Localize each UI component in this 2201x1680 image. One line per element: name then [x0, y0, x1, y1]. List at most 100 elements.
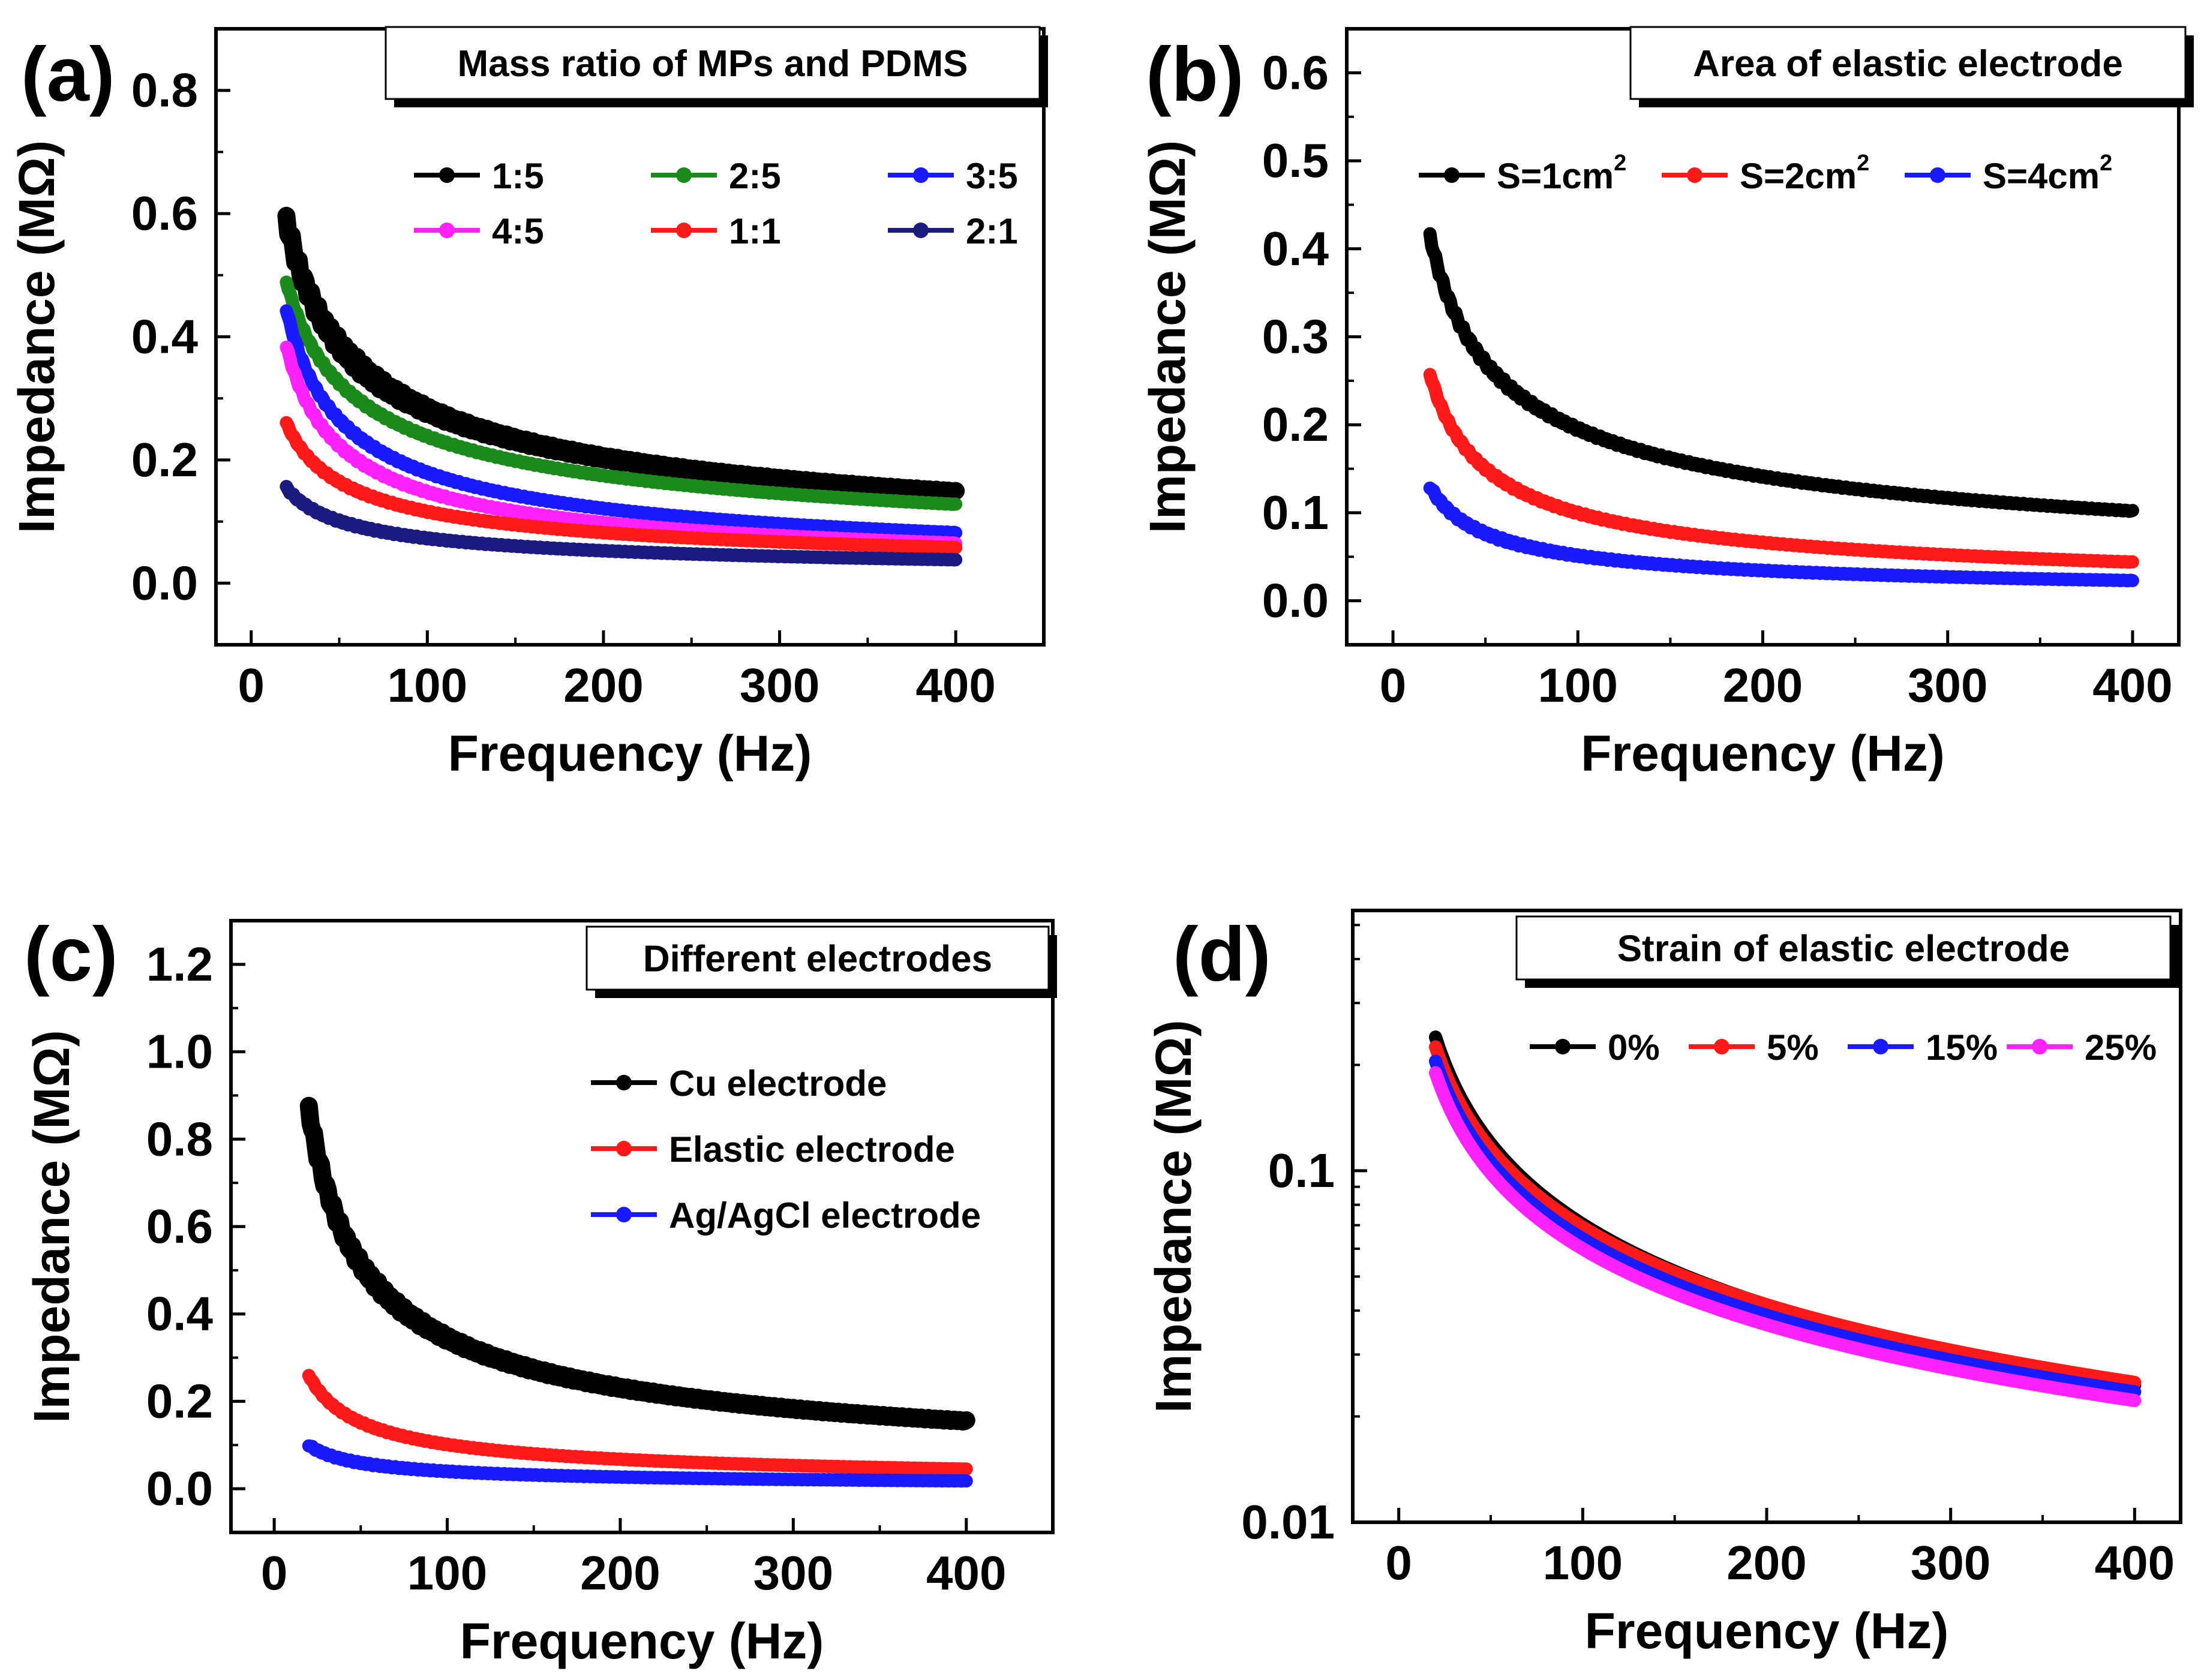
panel-a: (a) 0 100 200 300 400 0.0 0.2 0.4 0.6 0.8 Mass ra… — [8, 26, 1048, 782]
title-box: Area of elastic electrode — [1629, 26, 2194, 107]
series-line-Elastic-electrode — [302, 1369, 973, 1476]
y-axis-label: Impedance (MΩ) — [1145, 1020, 1202, 1412]
series-line-3-5 — [280, 304, 963, 540]
y-tick-label: 0.4 — [1262, 222, 1329, 275]
y-tick-label: 0.0 — [146, 1462, 213, 1515]
legend-label: 2:5 — [729, 156, 781, 196]
x-tick-label: 0 — [1380, 659, 1407, 712]
y-tick-label: 1.2 — [146, 937, 213, 991]
panel-label: (c) — [24, 912, 118, 997]
series-line-1-1 — [280, 416, 963, 554]
legend-label: 15% — [1926, 1027, 1998, 1068]
title-box: Different electrodes — [585, 925, 1057, 998]
chart-title: Mass ratio of MPs and PDMS — [458, 43, 968, 85]
y-tick-label: 0.8 — [146, 1112, 213, 1165]
plot-frame — [1351, 909, 2182, 1524]
series-line-15- — [1429, 1054, 2142, 1399]
y-tick-label: 0.2 — [146, 1374, 213, 1427]
y-tick-label: 1.0 — [146, 1025, 213, 1078]
legend-swatch-marker — [676, 167, 692, 183]
y-axis-label: Impedance (MΩ) — [23, 1030, 80, 1423]
x-tick-label: 100 — [388, 659, 467, 712]
legend-swatch-marker — [913, 167, 929, 183]
legend-label: 25% — [2085, 1027, 2157, 1068]
chart-title: Strain of elastic electrode — [1617, 928, 2070, 970]
title-box: Strain of elastic electrode — [1515, 915, 2179, 988]
y-tick-label: 0.4 — [146, 1287, 214, 1341]
x-tick-label: 300 — [1911, 1536, 1990, 1589]
x-tick-label: 100 — [1538, 659, 1618, 712]
x-tick-label: 200 — [1723, 659, 1803, 712]
x-tick-label: 400 — [2095, 1536, 2175, 1589]
legend-label: Elastic electrode — [669, 1129, 955, 1170]
legend-label: S=2cm2 — [1740, 151, 1869, 196]
panel-label: (b) — [1146, 32, 1244, 118]
x-tick-label: 0 — [238, 659, 265, 712]
legend-label: 4:5 — [492, 211, 544, 251]
legend-swatch-marker — [1714, 1039, 1729, 1054]
legend: S=1cm2 S=2cm2 S=4cm2 — [1419, 151, 2112, 196]
x-axis-label: Frequency (Hz) — [448, 725, 812, 782]
y-tick-label: 0.01 — [1241, 1495, 1335, 1549]
legend-swatch-marker — [1873, 1039, 1888, 1054]
y-tick-label: 0.5 — [1262, 134, 1329, 187]
legend-label: 2:1 — [966, 211, 1018, 251]
x-axis-label: Frequency (Hz) — [1585, 1603, 1949, 1659]
series-line-Cu-electrode — [299, 1096, 975, 1431]
panel-b: (b) 0 100 200 300 400 0.0 0.1 0.2 0.3 0.4 0.5 0.6 A… — [1139, 26, 2194, 782]
x-tick-label: 400 — [915, 659, 995, 712]
legend-label: 1:1 — [729, 211, 781, 251]
chart-title: Different electrodes — [643, 939, 992, 980]
legend-swatch-marker — [439, 167, 455, 183]
legend-swatch-marker — [1444, 167, 1460, 183]
legend-swatch-marker — [616, 1207, 632, 1222]
x-tick-label: 200 — [1726, 1536, 1806, 1589]
x-tick-label: 0 — [1385, 1536, 1412, 1589]
panel-c: (c) 0 100 200 300 400 0.0 0.2 0.4 0.6 0.8 1.0 1.2 D… — [23, 912, 1057, 1669]
y-tick-label: 0.3 — [1262, 310, 1329, 363]
legend-label: 0% — [1608, 1027, 1660, 1068]
legend-swatch-marker — [616, 1141, 632, 1156]
x-tick-label: 0 — [261, 1546, 288, 1600]
y-tick-label: 0.2 — [131, 433, 198, 486]
legend-label: S=4cm2 — [1983, 151, 2112, 196]
legend-swatch-marker — [439, 223, 455, 238]
legend-label: Cu electrode — [669, 1063, 887, 1104]
x-tick-label: 400 — [2092, 659, 2172, 712]
series-line-S-1cm — [1423, 227, 2139, 518]
x-tick-label: 300 — [740, 659, 819, 712]
x-tick-label: 300 — [753, 1546, 833, 1600]
y-tick-label: 0.6 — [146, 1200, 213, 1253]
x-tick-label: 400 — [926, 1546, 1006, 1600]
series-line-1-5 — [277, 206, 965, 502]
legend-swatch-marker — [1930, 167, 1945, 183]
series-line-Ag-AgCl-electrode — [302, 1439, 973, 1488]
legend-label: 1:5 — [492, 156, 544, 196]
series-line-2-1 — [280, 480, 963, 567]
legend-swatch-marker — [616, 1075, 632, 1090]
x-axis-label: Frequency (Hz) — [460, 1613, 824, 1669]
y-tick-label: 0.0 — [131, 556, 198, 609]
panel-label: (a) — [21, 32, 115, 118]
series-line-25- — [1429, 1066, 2142, 1407]
y-axis-label: Impedance (MΩ) — [1139, 140, 1196, 533]
title-box: Mass ratio of MPs and PDMS — [385, 26, 1048, 107]
legend: 0% 5% 15% 25% — [1530, 1027, 2157, 1068]
legend-swatch-marker — [913, 223, 929, 238]
legend: Cu electrode Elastic electrode Ag/AgCl ele… — [591, 1063, 981, 1236]
y-tick-label: 0.1 — [1262, 486, 1329, 539]
y-tick-label: 0.6 — [131, 187, 198, 240]
series-line-5- — [1429, 1040, 2142, 1389]
x-tick-label: 300 — [1908, 659, 1987, 712]
series-line-S-4cm — [1423, 481, 2139, 588]
y-tick-label: 0.6 — [1262, 46, 1329, 99]
x-tick-label: 100 — [407, 1546, 487, 1600]
y-tick-label: 0.1 — [1268, 1144, 1335, 1197]
x-tick-label: 200 — [580, 1546, 660, 1600]
legend-swatch-marker — [1687, 167, 1702, 183]
x-axis-label: Frequency (Hz) — [1581, 725, 1945, 782]
legend-swatch-marker — [676, 223, 692, 238]
y-tick-label: 0.8 — [131, 64, 198, 117]
legend-swatch-marker — [1555, 1039, 1571, 1054]
x-tick-label: 100 — [1543, 1536, 1623, 1589]
